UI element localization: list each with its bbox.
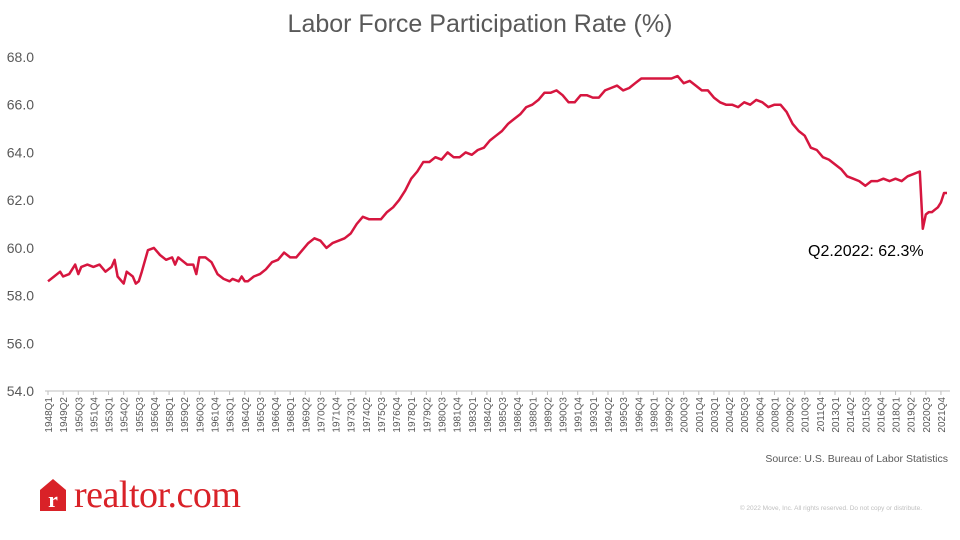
x-tick-label: 1973Q1 — [347, 397, 358, 433]
x-tick-label: 2006Q4 — [755, 397, 766, 433]
latest-value-annotation: Q2.2022: 62.3% — [808, 243, 924, 260]
realtor-r-house-icon: r — [38, 477, 68, 513]
x-tick-label: 1970Q3 — [316, 397, 327, 433]
x-tick-label: 2019Q2 — [907, 397, 918, 433]
x-tick-label: 1955Q3 — [135, 397, 146, 433]
x-tick-label: 1993Q1 — [589, 397, 600, 433]
x-tick-label: 1964Q2 — [241, 397, 252, 433]
x-tick-label: 1949Q2 — [59, 397, 70, 433]
logo-text: realtor.com — [74, 474, 241, 516]
x-tick-label: 1985Q3 — [498, 397, 509, 433]
x-tick-label: 2001Q4 — [695, 397, 706, 433]
y-tick-label: 64.0 — [7, 144, 34, 160]
x-tick-label: 2020Q3 — [922, 397, 933, 433]
x-tick-label: 1971Q4 — [332, 397, 343, 433]
y-tick-label: 68.0 — [7, 49, 34, 65]
x-tick-label: 1958Q1 — [165, 397, 176, 433]
x-tick-label: 1980Q3 — [438, 397, 449, 433]
x-tick-label: 1948Q1 — [44, 397, 55, 433]
x-tick-label: 1998Q1 — [649, 397, 660, 433]
source-note: Source: U.S. Bureau of Labor Statistics — [765, 453, 948, 465]
x-tick-label: 1999Q2 — [665, 397, 676, 433]
x-tick-label: 2004Q2 — [725, 397, 736, 433]
y-tick-label: 58.0 — [7, 288, 34, 304]
x-tick-label: 1959Q2 — [180, 397, 191, 433]
x-tick-label: 1989Q2 — [543, 397, 554, 433]
y-axis-ticks: 54.0 56.0 58.0 60.0 62.0 64.0 66.0 68.0 — [7, 49, 34, 399]
x-tick-label: 1963Q1 — [226, 397, 237, 433]
x-tick-label: 2018Q1 — [892, 397, 903, 433]
x-tick-label: 1984Q2 — [483, 397, 494, 433]
y-tick-label: 54.0 — [7, 383, 34, 399]
x-tick-label: 1969Q2 — [301, 397, 312, 433]
svg-text:r: r — [48, 487, 58, 512]
x-tick-label: 1986Q4 — [513, 397, 524, 433]
x-tick-label: 1974Q2 — [362, 397, 373, 433]
x-tick-label: 1960Q3 — [195, 397, 206, 433]
y-tick-label: 60.0 — [7, 240, 34, 256]
x-tick-label: 2013Q1 — [831, 397, 842, 433]
series-line-participation-rate — [47, 74, 947, 285]
x-tick-label: 1968Q1 — [286, 397, 297, 433]
x-tick-label: 2010Q3 — [801, 397, 812, 433]
x-tick-label: 1995Q3 — [619, 397, 630, 433]
y-tick-label: 56.0 — [7, 335, 34, 351]
x-tick-label: 1983Q1 — [468, 397, 479, 433]
chart-title: Labor Force Participation Rate (%) — [287, 10, 673, 38]
x-axis-ticks: 1948Q1 1949Q2 1950Q3 1951Q4 1953Q1 1954Q2 1955… — [44, 391, 948, 433]
x-tick-label: 2000Q3 — [680, 397, 691, 433]
copyright-note: © 2022 Move, Inc. All rights reserved. D… — [739, 505, 922, 512]
x-tick-label: 1976Q4 — [392, 397, 403, 433]
x-tick-label: 1956Q4 — [150, 397, 161, 433]
y-tick-label: 66.0 — [7, 97, 34, 113]
realtor-logo[interactable]: r realtor.com — [38, 473, 241, 517]
x-tick-label: 1981Q4 — [453, 397, 464, 433]
x-tick-label: 1975Q3 — [377, 397, 388, 433]
x-tick-label: 1996Q4 — [634, 397, 645, 433]
x-tick-label: 2016Q4 — [876, 397, 887, 433]
x-tick-label: 1994Q2 — [604, 397, 615, 433]
x-tick-label: 2009Q2 — [786, 397, 797, 433]
x-tick-label: 1990Q3 — [559, 397, 570, 433]
x-tick-label: 2015Q3 — [861, 397, 872, 433]
x-tick-label: 1951Q4 — [89, 397, 100, 433]
x-tick-label: 2008Q1 — [770, 397, 781, 433]
x-tick-label: 1953Q1 — [105, 397, 116, 433]
x-tick-label: 1978Q1 — [407, 397, 418, 433]
x-tick-label: 1991Q4 — [574, 397, 585, 433]
x-tick-label: 1954Q2 — [120, 397, 131, 433]
x-tick-label: 2021Q4 — [937, 397, 948, 433]
x-tick-label: 2014Q2 — [846, 397, 857, 433]
x-tick-label: 2005Q3 — [740, 397, 751, 433]
x-tick-label: 1988Q1 — [528, 397, 539, 433]
y-tick-label: 62.0 — [7, 192, 34, 208]
x-tick-label: 1965Q3 — [256, 397, 267, 433]
x-tick-label: 1961Q4 — [210, 397, 221, 433]
x-tick-label: 1950Q3 — [74, 397, 85, 433]
x-tick-label: 2011Q4 — [816, 397, 827, 432]
x-tick-label: 1966Q4 — [271, 397, 282, 433]
x-tick-label: 2003Q1 — [710, 397, 721, 433]
x-tick-label: 1979Q2 — [422, 397, 433, 433]
